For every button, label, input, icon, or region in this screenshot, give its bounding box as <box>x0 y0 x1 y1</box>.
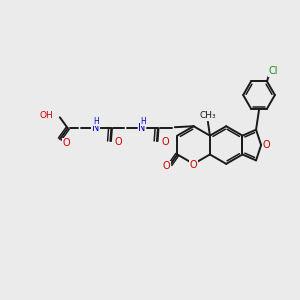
Text: H: H <box>140 117 146 126</box>
Text: O: O <box>63 138 70 148</box>
Text: O: O <box>262 140 270 150</box>
Text: N: N <box>92 123 99 133</box>
Text: O: O <box>163 161 170 171</box>
Text: H: H <box>94 117 99 126</box>
Text: O: O <box>161 137 169 147</box>
Text: CH₃: CH₃ <box>200 111 216 120</box>
Text: OH: OH <box>39 111 53 120</box>
Text: Cl: Cl <box>268 66 278 76</box>
Text: O: O <box>115 137 122 147</box>
Text: O: O <box>190 160 197 170</box>
Text: N: N <box>138 123 146 133</box>
